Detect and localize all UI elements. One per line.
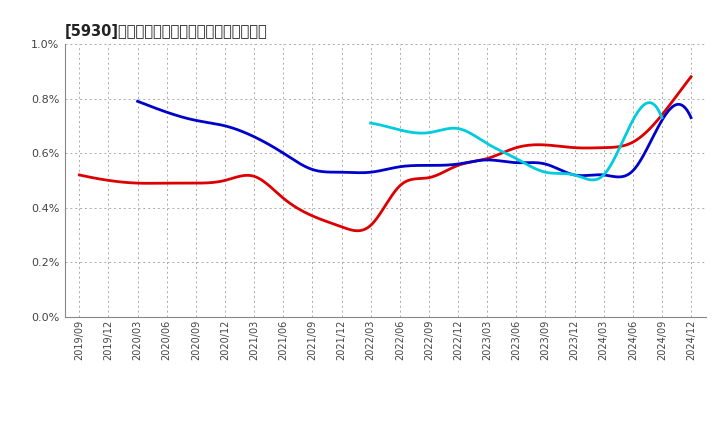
5年: [587, 172, 595, 178]
7年: [506, 153, 515, 158]
Text: [5930]　経常利益マージンの標準偏差の推移: [5930] 経常利益マージンの標準偏差の推移: [65, 24, 268, 39]
3年: [673, 92, 682, 97]
7年: [540, 169, 549, 175]
5年: [687, 115, 696, 120]
5年: [615, 174, 624, 180]
5年: [400, 164, 408, 169]
3年: [408, 177, 416, 182]
7年: [606, 164, 614, 169]
3年: [371, 218, 379, 224]
Line: 3年: 3年: [79, 77, 691, 231]
5年: [433, 163, 441, 168]
Legend: 3年, 5年, 7年: 3年, 5年, 7年: [274, 438, 497, 440]
7年: [505, 152, 513, 158]
5年: [396, 164, 405, 169]
7年: [588, 177, 597, 183]
3年: [687, 74, 696, 79]
5年: [133, 99, 142, 104]
7年: [644, 100, 653, 105]
7年: [524, 162, 533, 168]
5年: [675, 102, 683, 107]
5年: [463, 160, 472, 165]
3年: [354, 228, 362, 233]
7年: [366, 121, 375, 126]
3年: [577, 145, 586, 150]
7年: [657, 115, 666, 120]
Line: 5年: 5年: [138, 101, 691, 177]
3年: [75, 172, 84, 178]
3年: [366, 222, 375, 227]
7年: [652, 104, 660, 109]
Line: 7年: 7年: [371, 103, 662, 180]
3年: [441, 169, 449, 174]
